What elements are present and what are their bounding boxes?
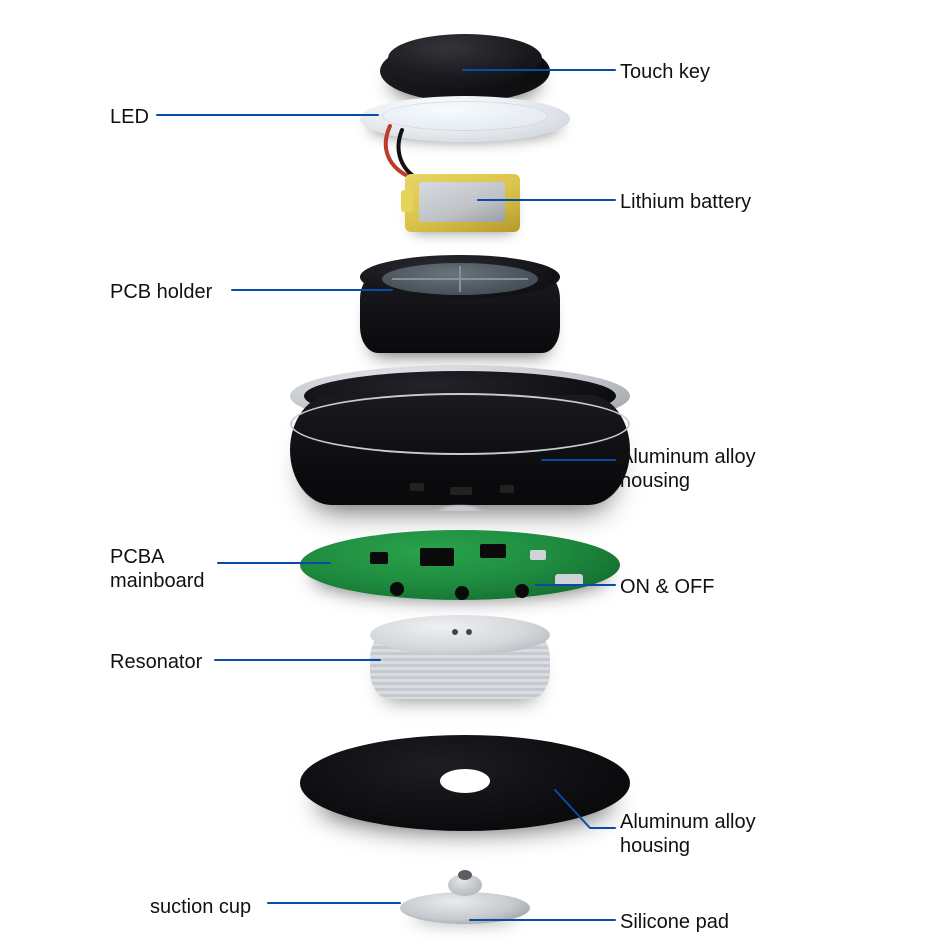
label-pcba: PCBAmainboard: [110, 545, 205, 593]
label-suction: suction cup: [150, 895, 251, 919]
label-touch-key: Touch key: [620, 60, 710, 84]
part-suction-cup: [400, 870, 530, 930]
part-resonator: [370, 615, 550, 705]
part-aluminum-housing-lower: [300, 735, 630, 831]
part-pcba-mainboard: [300, 530, 620, 600]
label-al-housing-2: Aluminum alloyhousing: [620, 810, 756, 858]
part-aluminum-housing-upper: [290, 365, 630, 515]
part-pcb-holder: [360, 255, 560, 360]
part-lithium-battery: [405, 168, 520, 238]
label-al-housing-1: Aluminum alloyhousing: [620, 445, 756, 493]
diagram-stage: Touch key LED Lithium battery PCB holder…: [0, 0, 950, 950]
label-on-off: ON & OFF: [620, 575, 714, 599]
label-pcb-holder: PCB holder: [110, 280, 212, 304]
label-silicone: Silicone pad: [620, 910, 729, 934]
label-lithium: Lithium battery: [620, 190, 751, 214]
label-led: LED: [110, 105, 149, 129]
label-resonator: Resonator: [110, 650, 202, 674]
